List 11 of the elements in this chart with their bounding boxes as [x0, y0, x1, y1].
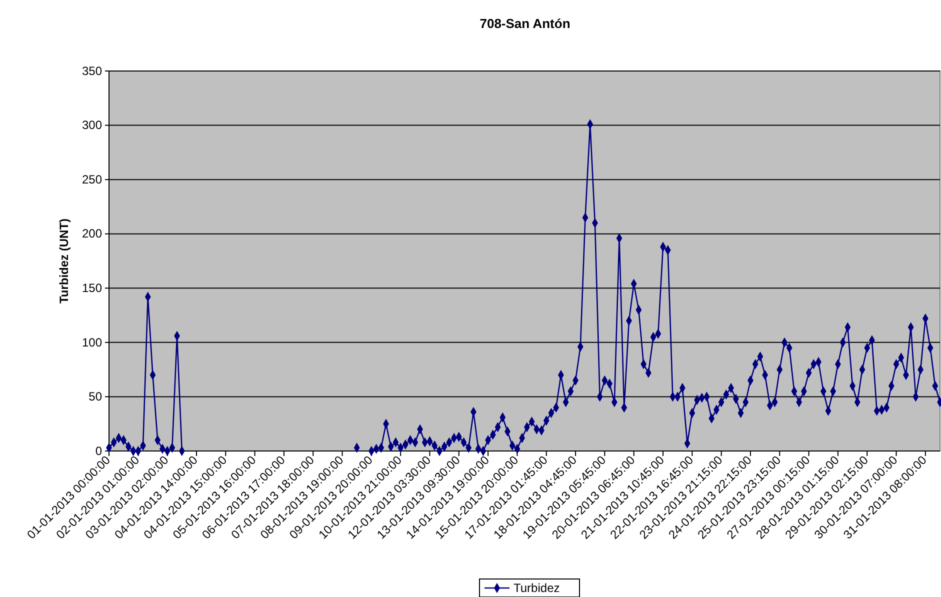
y-tick-label: 100 — [82, 335, 102, 350]
y-tick-label: 200 — [82, 226, 102, 241]
chart-title: 708-San Antón — [480, 16, 570, 31]
y-tick-label: 350 — [82, 64, 102, 78]
legend-label: Turbidez — [514, 581, 560, 596]
y-tick-label: 250 — [82, 172, 102, 186]
y-tick-label: 300 — [82, 118, 102, 132]
y-tick-label: 150 — [82, 280, 102, 295]
y-axis-title: Turbidez (UNT) — [57, 218, 71, 304]
y-tick-label: 50 — [88, 390, 102, 404]
y-tick-label: 0 — [95, 444, 102, 458]
